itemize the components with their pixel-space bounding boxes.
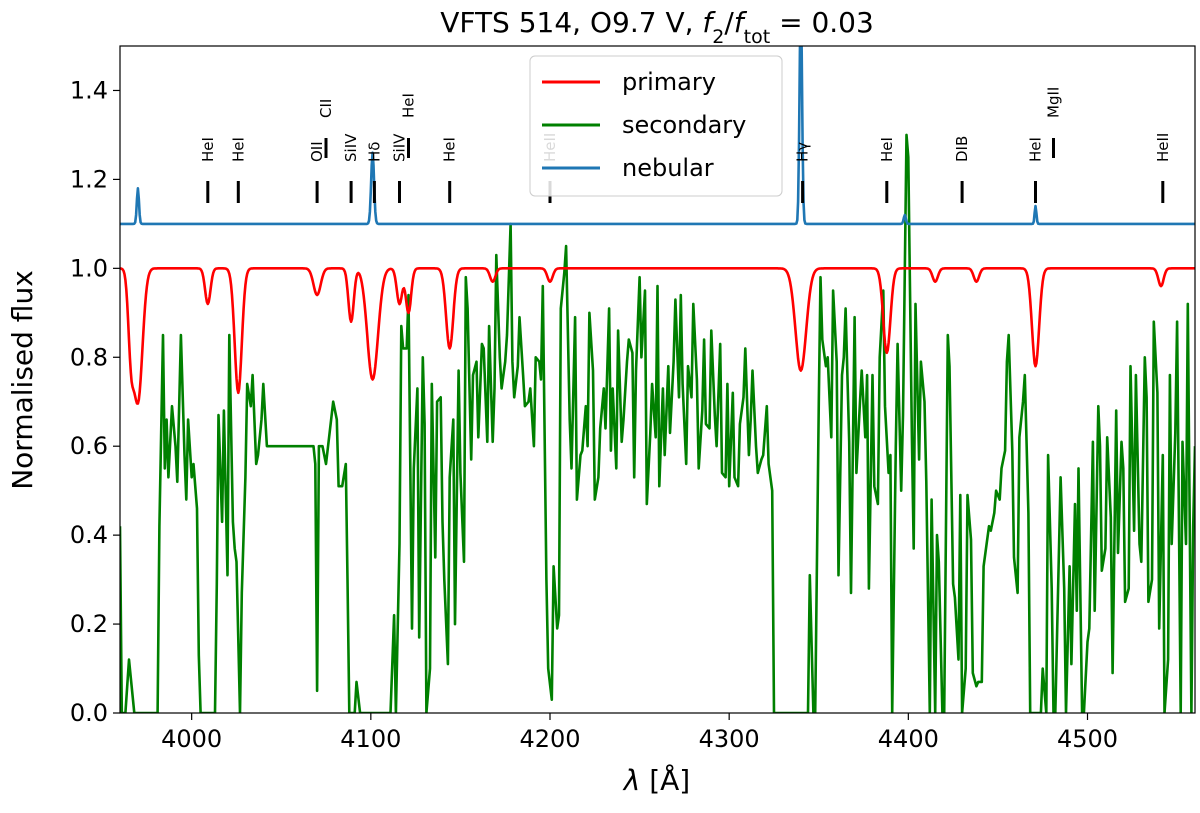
- line-marker-label: MgII: [1045, 87, 1063, 118]
- y-tick-label: 0.6: [70, 432, 108, 460]
- line-marker-label: Hδ: [365, 142, 383, 162]
- line-marker-label: Hγ: [794, 142, 812, 162]
- legend-label-secondary: secondary: [622, 111, 746, 139]
- y-axis-title: Normalised flux: [6, 270, 39, 490]
- legend-label-primary: primary: [622, 68, 716, 96]
- line-marker-label: CII: [317, 99, 335, 118]
- y-tick-label: 0.0: [70, 699, 108, 727]
- y-tick-label: 1.0: [70, 254, 108, 282]
- legend-box: [529, 55, 783, 197]
- plot-frame: [119, 45, 1196, 714]
- line-marker-label: HeI: [229, 137, 247, 162]
- line-marker-label: HeI: [441, 137, 459, 162]
- legend-label-nebular: nebular: [622, 154, 714, 182]
- line-marker-label: OII: [308, 141, 326, 162]
- y-tick-label: 0.4: [70, 521, 108, 549]
- x-tick-label: 4400: [878, 725, 939, 753]
- y-tick-label: 0.8: [70, 343, 108, 371]
- series-line-nebular: [120, 46, 1195, 226]
- line-marker-label: HeI: [878, 137, 896, 162]
- x-axis-title: λ [Å]: [622, 763, 690, 797]
- line-marker-label: HeII: [1154, 133, 1172, 162]
- x-axis-ticks: 4000 4100 4200 4300 4400 4500: [161, 713, 1118, 753]
- series-line-secondary: [120, 133, 1195, 713]
- x-tick-label: 4300: [699, 725, 760, 753]
- y-tick-label: 1.2: [70, 165, 108, 193]
- x-tick-label: 4000: [161, 725, 222, 753]
- line-marker-label: SiIV: [342, 133, 360, 162]
- legend: primary secondary nebular: [529, 55, 783, 197]
- x-tick-label: 4200: [519, 725, 580, 753]
- line-marker-label: HeI: [400, 93, 418, 118]
- line-marker-label: SiIV: [391, 133, 409, 162]
- line-marker-label: HeI: [1027, 137, 1045, 162]
- series-line-primary: [120, 267, 1195, 405]
- chart-title: VFTS 514, O9.7 V, f2/ftot = 0.03: [440, 6, 874, 48]
- spectrum-lines: [120, 46, 1195, 713]
- line-marker-label: HeI: [199, 137, 217, 162]
- y-tick-label: 1.4: [70, 76, 108, 104]
- line-marker-label: DIB: [953, 136, 971, 162]
- y-axis-ticks: 0.0 0.2 0.4 0.6 0.8 1.0 1.2 1.4: [70, 76, 120, 727]
- x-tick-label: 4500: [1057, 725, 1118, 753]
- x-tick-label: 4100: [340, 725, 401, 753]
- y-tick-label: 0.2: [70, 610, 108, 638]
